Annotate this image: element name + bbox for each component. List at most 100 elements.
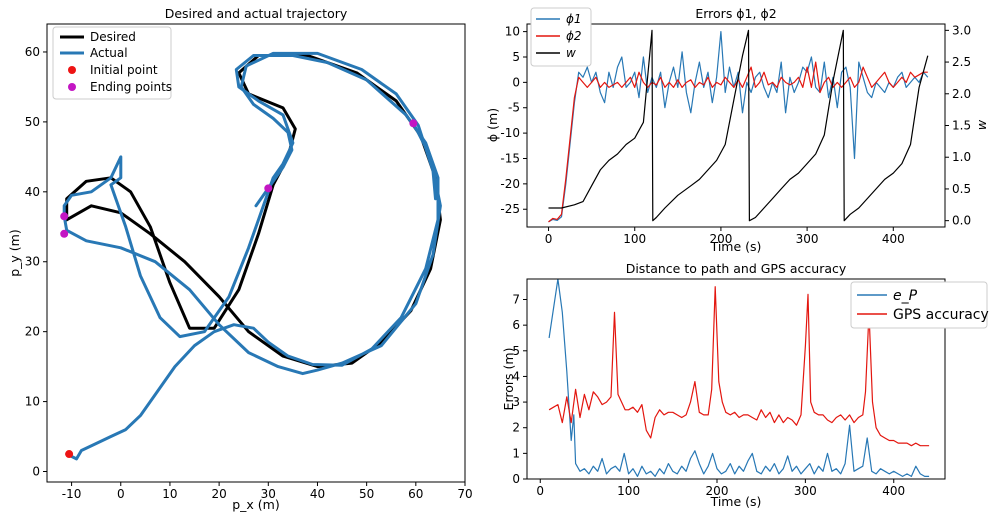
- errors-x-tick-label: 300: [796, 232, 819, 246]
- trajectory-x-tick-label: 40: [310, 487, 325, 501]
- trajectory-plot: -10 0 10 20 30 40 50 60 70 0 10 20 30 40 50 60 Desired…: [7, 6, 473, 512]
- ending-point-marker: [60, 212, 69, 221]
- trajectory-x-ticks: -10 0 10 20 30 40 50 60 70: [62, 482, 473, 501]
- distance-frame: [526, 278, 946, 480]
- trajectory-y-tick-label: 50: [25, 115, 40, 129]
- errors-y-ticks: -25 -20 -15 -10 -5 0 5 10: [500, 25, 527, 216]
- errors-x-tick-label: 100: [623, 232, 646, 246]
- errors-y2-tick-label: 1.5: [952, 119, 971, 133]
- legend-phi2-label: ϕ2: [566, 29, 582, 43]
- distance-y-tick-label: 7: [512, 293, 520, 307]
- distance-y-tick-label: 1: [512, 446, 520, 460]
- trajectory-frame: [46, 23, 466, 483]
- distance-data: [548, 279, 930, 477]
- distance-y-label: Errors (m): [501, 348, 516, 411]
- distance-legend-box: [850, 281, 988, 329]
- legend-desired-label: Desired: [90, 30, 136, 44]
- trajectory-actual-line: [239, 51, 437, 208]
- errors-y-tick-label: -10: [500, 126, 520, 140]
- trajectory-x-label: p_x (m): [232, 497, 280, 512]
- distance-y-tick-label: 0: [512, 472, 520, 486]
- distance-ep-line: [548, 279, 930, 477]
- errors-y-tick-label: 0: [512, 75, 520, 89]
- legend-initial-point-label: Initial point: [90, 63, 158, 77]
- errors-y2-label: w: [974, 119, 989, 130]
- trajectory-x-tick-label: 20: [211, 487, 226, 501]
- trajectory-y-ticks: 0 10 20 30 40 50 60: [25, 45, 47, 479]
- trajectory-y-tick-label: 30: [25, 255, 40, 269]
- trajectory-y-tick-label: 60: [25, 45, 40, 59]
- trajectory-data: [60, 51, 442, 461]
- errors-x-label: Time (s): [710, 239, 762, 254]
- distance-x-tick-label: 200: [706, 484, 729, 498]
- errors-y-tick-label: -5: [508, 101, 520, 115]
- legend-initial-point-swatch: [68, 66, 76, 74]
- distance-y-tick-label: 4: [512, 369, 520, 383]
- trajectory-legend-box: [52, 26, 172, 100]
- errors-y-tick-label: 5: [512, 50, 520, 64]
- trajectory-x-tick-label: 0: [117, 487, 125, 501]
- errors-y2-tick-label: 3.0: [952, 23, 971, 37]
- distance-gps-line: [548, 286, 930, 447]
- distance-x-tick-label: 100: [617, 484, 640, 498]
- errors-legend: ϕ1 ϕ2 w: [530, 7, 592, 67]
- trajectory-x-tick-label: 70: [457, 487, 472, 501]
- errors-y2-tick-label: 1.0: [952, 150, 971, 164]
- errors-y-tick-label: -15: [500, 151, 520, 165]
- ending-point-marker: [409, 119, 418, 128]
- trajectory-desired-line: [65, 54, 442, 369]
- distance-x-label: Time (s): [710, 494, 762, 509]
- errors-y-tick-label: 10: [505, 25, 520, 39]
- errors-y-tick-label: -20: [500, 177, 520, 191]
- trajectory-actual-line: [62, 54, 442, 461]
- ending-point-marker: [264, 184, 273, 193]
- trajectory-x-tick-label: 30: [261, 487, 276, 501]
- errors-y-tick-label: -25: [500, 202, 520, 216]
- errors-x-tick-label: 400: [882, 232, 905, 246]
- legend-ending-points-swatch: [68, 83, 76, 91]
- trajectory-x-tick-label: 50: [359, 487, 374, 501]
- trajectory-y-tick-label: 0: [32, 465, 40, 479]
- errors-plot: 0 100 200 300 400 -25 -20 -15 -10 -5 0 5 10 0.0 0.5 1…: [485, 6, 989, 254]
- errors-phi2-line: [548, 61, 928, 223]
- distance-y-tick-label: 5: [512, 344, 520, 358]
- errors-y2-tick-label: 2.5: [952, 55, 971, 69]
- distance-legend: e_P GPS accuracy: [850, 281, 989, 329]
- distance-y-tick-label: 6: [512, 318, 520, 332]
- trajectory-legend: Desired Actual Initial point Ending poin…: [52, 26, 172, 100]
- trajectory-x-tick-label: -10: [62, 487, 82, 501]
- distance-x-ticks: 0 100 200 300 400: [536, 479, 905, 498]
- errors-y2-tick-label: 0.5: [952, 182, 971, 196]
- errors-y2-tick-label: 2.0: [952, 87, 971, 101]
- trajectory-y-tick-label: 10: [25, 395, 40, 409]
- errors-data: [548, 29, 929, 223]
- distance-x-tick-label: 400: [882, 484, 905, 498]
- trajectory-y-tick-label: 20: [25, 325, 40, 339]
- errors-y-label: ϕ (m): [485, 108, 500, 142]
- errors-phi1-line: [548, 31, 929, 223]
- errors-x-tick-label: 200: [709, 232, 732, 246]
- errors-w-line: [548, 29, 929, 222]
- errors-title: Errors ϕ1, ϕ2: [695, 6, 776, 21]
- distance-x-tick-label: 300: [794, 484, 817, 498]
- distance-y-tick-label: 2: [512, 421, 520, 435]
- legend-gps-label: GPS accuracy: [893, 307, 989, 323]
- trajectory-y-tick-label: 40: [25, 185, 40, 199]
- errors-x-ticks: 0 100 200 300 400: [545, 227, 905, 246]
- distance-x-tick-label: 0: [536, 484, 544, 498]
- trajectory-x-tick-label: 10: [162, 487, 177, 501]
- trajectory-x-tick-label: 60: [408, 487, 423, 501]
- errors-x-tick-label: 0: [545, 232, 553, 246]
- errors-y2-ticks: 0.0 0.5 1.0 1.5 2.0 2.5 3.0: [945, 23, 971, 228]
- trajectory-y-label: p_y (m): [7, 229, 22, 277]
- errors-y2-tick-label: 0.0: [952, 214, 971, 228]
- trajectory-title: Desired and actual trajectory: [165, 6, 348, 21]
- legend-ep-label: e_P: [893, 288, 918, 304]
- errors-legend-box: [530, 7, 592, 67]
- distance-plot: 0 100 200 300 400 0 1 2 3 4 5 6 7 Distance to path …: [501, 261, 989, 509]
- legend-phi1-label: ϕ1: [566, 12, 582, 26]
- legend-w-label: w: [566, 46, 576, 60]
- distance-y-ticks: 0 1 2 3 4 5 6 7: [512, 293, 527, 486]
- distance-title: Distance to path and GPS accuracy: [626, 261, 847, 276]
